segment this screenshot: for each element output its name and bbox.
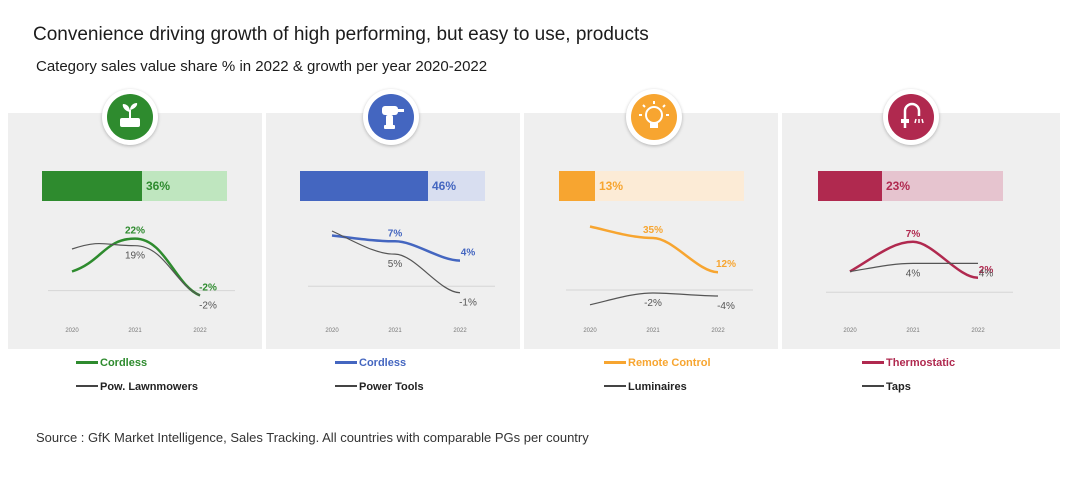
legend-label: Pow. Lawnmowers: [100, 381, 199, 393]
x-tick-label: 2020: [65, 328, 79, 334]
legend-label: Luminaires: [628, 381, 687, 393]
series-line-primary: [849, 240, 979, 280]
x-tick-label: 2021: [646, 328, 660, 334]
share-bar-fill: [42, 171, 142, 201]
x-tick-label: 2022: [711, 328, 725, 334]
data-label: -1%: [459, 298, 477, 309]
data-label: -2%: [644, 298, 662, 309]
shower-tap-icon: [888, 94, 934, 140]
series-line-primary: [331, 234, 461, 262]
legend-swatch: [862, 360, 884, 364]
x-tick-label: 2022: [971, 328, 985, 334]
series-line-secondary: [331, 230, 461, 294]
data-label: 7%: [906, 229, 921, 240]
legend-swatch: [862, 385, 884, 388]
icon-badge-4: [883, 89, 939, 145]
x-tick-label: 2022: [193, 328, 207, 334]
series-line-secondary: [71, 242, 201, 296]
x-tick-label: 2020: [325, 328, 339, 334]
series-line-primary: [589, 225, 719, 274]
share-value-label: 23%: [886, 179, 911, 193]
plant-sprout-icon: [107, 94, 153, 140]
panel-background-1: [8, 113, 262, 349]
share-value-label: 36%: [146, 179, 171, 193]
data-label: 4%: [461, 248, 476, 259]
legend-label: Remote Control: [628, 357, 711, 369]
share-bar-fill: [300, 171, 428, 201]
series-line-primary: [71, 237, 201, 297]
legend-label: Taps: [886, 381, 911, 393]
legend-swatch: [604, 385, 626, 388]
icon-badge-3: [626, 89, 682, 145]
legend-label: Power Tools: [359, 381, 424, 393]
x-tick-label: 2021: [388, 328, 402, 334]
legend-label: Cordless: [359, 357, 407, 369]
panel-background-3: [524, 113, 778, 349]
data-label: 12%: [716, 259, 736, 270]
growth-line-chart-1: 2020 2021 2022 22% -2% 19% -2%: [48, 226, 235, 334]
panel-background-4: [782, 113, 1060, 349]
power-drill-icon: [368, 94, 414, 140]
legend-label: Cordless: [100, 357, 148, 369]
x-tick-label: 2021: [128, 328, 142, 334]
legend-item-primary-1: Cordless: [76, 357, 147, 369]
series-line-secondary: [849, 262, 978, 273]
share-bar-fill: [559, 171, 595, 201]
page-subtitle: Category sales value share % in 2022 & g…: [36, 58, 488, 75]
panel-background-2: [266, 113, 520, 349]
legend-item-primary-3: Remote Control: [604, 357, 711, 369]
share-bar-fill: [818, 171, 882, 201]
legend-item-secondary-1: Pow. Lawnmowers: [76, 381, 198, 393]
share-bar-1: 36%: [42, 171, 227, 201]
data-label: 35%: [643, 225, 663, 236]
growth-line-chart-3: 2020 2021 2022 35% 12% -2% -4%: [566, 225, 753, 334]
legend-label: Thermostatic: [886, 357, 956, 369]
data-label: -2%: [199, 300, 217, 311]
data-label: 19%: [125, 251, 145, 262]
share-bar-4: 23%: [818, 171, 1003, 201]
page-title: Convenience driving growth of high perfo…: [33, 24, 649, 45]
x-tick-label: 2020: [843, 328, 857, 334]
data-label: 4%: [979, 268, 994, 279]
legend-item-secondary-2: Power Tools: [335, 381, 424, 393]
share-bar-2: 46%: [300, 171, 485, 201]
data-label: 2%: [979, 265, 994, 276]
series-line-secondary: [589, 292, 719, 306]
data-label: 7%: [388, 228, 403, 239]
legend-swatch: [76, 385, 98, 388]
icon-badge-1: [102, 89, 158, 145]
x-tick-label: 2021: [906, 328, 920, 334]
led-bulb-icon: [631, 94, 677, 140]
data-label: 5%: [388, 259, 403, 270]
data-label: -4%: [717, 301, 735, 312]
legend-item-primary-2: Cordless: [335, 357, 406, 369]
data-label: -2%: [199, 282, 217, 293]
legend-swatch: [76, 360, 98, 364]
legend-item-primary-4: Thermostatic: [862, 357, 955, 369]
share-value-label: 46%: [432, 179, 457, 193]
legend-item-secondary-3: Luminaires: [604, 381, 687, 393]
source-note: Source : GfK Market Intelligence, Sales …: [36, 430, 589, 445]
x-tick-label: 2022: [453, 328, 467, 334]
legend-item-secondary-4: Taps: [862, 381, 911, 393]
x-tick-label: 2020: [583, 328, 597, 334]
legend-swatch: [604, 360, 626, 364]
growth-line-chart-2: 2020 2021 2022 7% 4% 5% -1%: [308, 228, 495, 334]
data-label: 22%: [125, 226, 145, 237]
data-label: 4%: [906, 268, 921, 279]
legend-swatch: [335, 360, 357, 364]
legend-swatch: [335, 385, 357, 388]
icon-badge-2: [363, 89, 419, 145]
share-value-label: 13%: [599, 179, 624, 193]
share-bar-3: 13%: [559, 171, 744, 201]
